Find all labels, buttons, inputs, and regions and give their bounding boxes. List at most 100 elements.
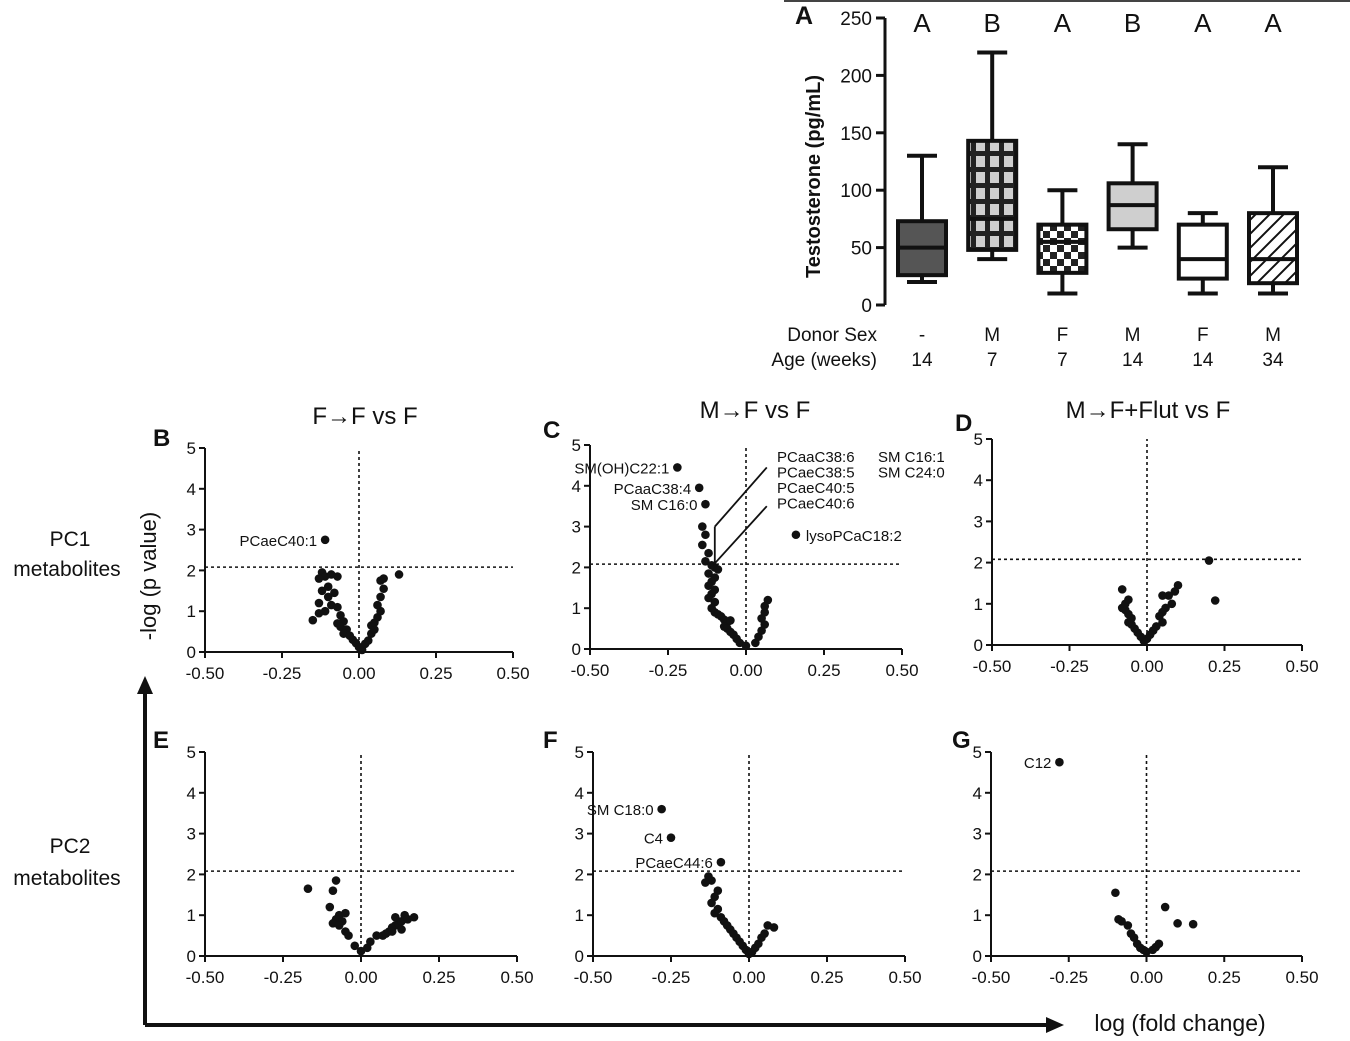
- data-point: [1164, 591, 1173, 600]
- significance-letter: A: [1264, 8, 1282, 38]
- data-point: [379, 574, 388, 583]
- panel-f: F 0 1 2 3 4 5 -0.50 -0.25 0.00 0.25 0.50 SM C18:0 C4 P…: [543, 727, 922, 987]
- panel-letter-b: B: [153, 425, 170, 452]
- data-point: [1167, 599, 1177, 609]
- data-point: [694, 483, 704, 493]
- point-annotation: PCaaC38:4: [614, 481, 692, 498]
- y-tick-label: 5: [575, 743, 584, 762]
- y-tick-label: 5: [572, 436, 581, 455]
- y-tick-label: 3: [973, 825, 982, 844]
- y-tick-label: 2: [973, 865, 982, 884]
- donor-sex-value: F: [1197, 325, 1209, 346]
- panel-letter-g: G: [952, 727, 971, 754]
- x-tick-label: 0.00: [732, 968, 765, 987]
- callout-label: SM C24:0: [878, 465, 945, 482]
- y-tick-label: 3: [575, 825, 584, 844]
- x-tick-label: 0.50: [500, 968, 533, 987]
- x-tick-label: 0.25: [810, 968, 843, 987]
- data-point: [713, 565, 723, 574]
- data-point: [317, 586, 327, 596]
- data-point: [760, 607, 770, 617]
- callout-leader-line: [713, 505, 768, 566]
- data-point: [1158, 591, 1167, 600]
- significance-letter: A: [1194, 8, 1212, 38]
- box-group: B M 14: [1106, 8, 1159, 371]
- panel-e: E 0 1 2 3 4 5 -0.50 -0.25 0.00 0.25 0.50: [153, 727, 534, 987]
- x-tick-label: -0.25: [264, 968, 303, 987]
- age-value: 14: [1122, 350, 1144, 371]
- data-point: [710, 908, 719, 918]
- y-tick-label: 5: [973, 743, 982, 762]
- data-point: [397, 925, 406, 934]
- x-tick-label: -0.50: [574, 968, 613, 987]
- data-point: [769, 923, 779, 932]
- panel-a-y-tick-label: 200: [840, 66, 872, 87]
- point-annotation: C4: [644, 831, 663, 848]
- data-point: [323, 582, 333, 592]
- panel-title-b: F→F vs F: [312, 403, 417, 430]
- box-group: A F 14: [1176, 8, 1229, 371]
- data-point: [328, 886, 338, 896]
- point-annotation: SM C16:0: [631, 497, 698, 514]
- panel-b: B F→F vs F 0 1 2 3 4 5 -0.50 -0.25 0.00 0.25 0.50 PCa…: [153, 403, 530, 683]
- data-point: [1158, 618, 1167, 627]
- row-label-pc1-line1: PC1: [50, 528, 91, 551]
- y-tick-label: 0: [575, 947, 584, 966]
- data-point: [1055, 757, 1064, 767]
- y-tick-label: 2: [572, 558, 581, 577]
- point-annotation: SM(OH)C22:1: [574, 460, 669, 477]
- box-body: [1176, 222, 1229, 281]
- donor-sex-value: M: [1125, 325, 1141, 346]
- callout-label: PCaeC40:6: [777, 496, 855, 513]
- y-tick-label: 4: [572, 477, 581, 496]
- panel-g: G 0 1 2 3 4 5 -0.50 -0.25 0.00 0.25 0.50 C12: [952, 727, 1319, 987]
- x-tick-label: 0.00: [1130, 657, 1163, 676]
- box-body: [1247, 211, 1299, 286]
- y-tick-label: 3: [572, 518, 581, 537]
- row-label-pc1-line2: metabolites: [13, 558, 120, 581]
- x-tick-label: 0.25: [1208, 657, 1241, 676]
- y-tick-label: 3: [974, 512, 983, 531]
- data-point: [391, 912, 400, 922]
- y-tick-label: 2: [575, 865, 584, 884]
- panel-a: A 0 50 100 150 200 250 Testosterone (pg/mL) A - 14…: [795, 2, 1299, 371]
- panel-a-y-tick-label: 250: [840, 9, 872, 30]
- callout-label: PCaeC38:5: [777, 465, 855, 482]
- y-tick-label: 4: [187, 784, 196, 803]
- callout-label: PCaaC38:6: [777, 449, 855, 466]
- x-tick-label: -0.50: [186, 968, 225, 987]
- box-group: A M 34: [1247, 8, 1299, 371]
- data-point: [333, 602, 342, 612]
- point-annotation: PCaeC44:6: [635, 855, 713, 872]
- data-point: [331, 876, 341, 885]
- x-tick-label: 0.00: [342, 664, 375, 683]
- x-tick-label: -0.25: [1050, 657, 1089, 676]
- data-point: [741, 641, 751, 651]
- y-tick-label: 0: [187, 947, 196, 966]
- data-point: [657, 804, 666, 814]
- x-tick-label: 0.25: [1208, 968, 1241, 987]
- y-tick-label: 2: [187, 561, 196, 580]
- data-point: [373, 600, 382, 610]
- data-point: [1160, 902, 1170, 912]
- panel-a-y-tick-label: 150: [840, 124, 872, 145]
- y-tick-label: 1: [572, 599, 581, 618]
- data-point: [341, 908, 350, 918]
- x-tick-label: 0.25: [422, 968, 455, 987]
- x-tick-label: 0.00: [729, 661, 762, 680]
- y-tick-label: 1: [187, 602, 196, 621]
- data-point: [314, 608, 324, 618]
- data-point: [323, 592, 333, 602]
- data-point: [379, 584, 388, 594]
- box-group: A F 7: [1036, 8, 1089, 371]
- data-point: [1210, 596, 1220, 605]
- panel-letter-d: D: [955, 410, 972, 437]
- data-point: [366, 937, 375, 947]
- callout-label: SM C16:1: [878, 449, 945, 466]
- data-point: [325, 902, 335, 912]
- row-label-pc2-line2: metabolites: [13, 867, 120, 890]
- data-point: [376, 592, 385, 602]
- data-point: [701, 499, 710, 509]
- data-point: [303, 884, 313, 893]
- data-point: [763, 595, 773, 605]
